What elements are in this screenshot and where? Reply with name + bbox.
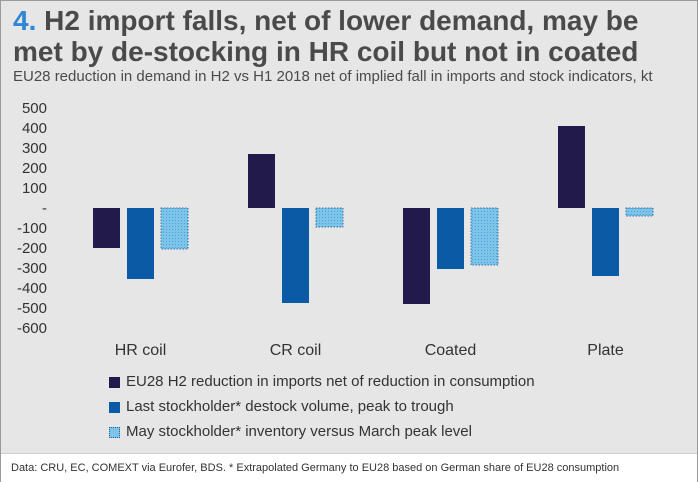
- bar-plate-series-2: [592, 208, 619, 276]
- bar-cr-coil-series-2: [282, 208, 309, 303]
- bar-chart: 500 400 300 200 100 - -100 -200 -300 -400 -500 -600…: [17, 100, 654, 359]
- title-line-1: H2 import falls, net of lower demand, ma…: [44, 5, 639, 36]
- y-tick-label: -200: [17, 240, 47, 257]
- x-category-label: Coated: [425, 342, 477, 359]
- chart-subtitle: EU28 reduction in demand in H2 vs H1 201…: [13, 68, 653, 85]
- chart-number: 4.: [13, 5, 37, 36]
- x-category-label: CR coil: [270, 342, 322, 359]
- chart-title: 4. H2 import falls, net of lower demand,…: [13, 5, 693, 67]
- bar-coated-series-3: [470, 207, 499, 266]
- x-category-label: Plate: [587, 342, 624, 359]
- y-tick-label: -500: [17, 300, 47, 317]
- y-tick-label: -600: [17, 320, 47, 337]
- legend-swatch: [109, 402, 120, 413]
- bar-hr-coil-series-3: [160, 207, 189, 250]
- legend-label: EU28 H2 reduction in imports net of redu…: [126, 373, 535, 390]
- bar-cr-coil-series-1: [248, 154, 275, 208]
- bar-plate-series-1: [558, 126, 585, 208]
- source-footer: Data: CRU, EC, COMEXT via Eurofer, BDS. …: [1, 453, 697, 482]
- legend-swatch: [109, 377, 120, 388]
- legend-label: Last stockholder* destock volume, peak t…: [126, 398, 454, 415]
- x-category-label: HR coil: [115, 342, 167, 359]
- y-tick-label: -400: [17, 280, 47, 297]
- bar-hr-coil-series-2: [127, 208, 154, 279]
- y-tick-label: 500: [22, 100, 47, 117]
- bar-coated-series-2: [437, 208, 464, 269]
- y-tick-label: 200: [22, 160, 47, 177]
- bar-plate-series-3: [625, 207, 654, 217]
- y-tick-label: -: [42, 200, 47, 217]
- y-tick-label: 300: [22, 140, 47, 157]
- legend-swatch: [109, 427, 120, 438]
- legend-label: May stockholder* inventory versus March …: [126, 423, 472, 440]
- y-tick-label: -300: [17, 260, 47, 277]
- title-line-2: met by de-stocking in HR coil but not in…: [13, 36, 639, 67]
- y-tick-label: 100: [22, 180, 47, 197]
- source-note: Data: CRU, EC, COMEXT via Eurofer, BDS. …: [11, 462, 620, 474]
- bar-coated-series-1: [403, 208, 430, 304]
- bar-cr-coil-series-3: [315, 207, 344, 228]
- bar-hr-coil-series-1: [93, 208, 120, 248]
- y-tick-label: 400: [22, 120, 47, 137]
- y-tick-label: -100: [17, 220, 47, 237]
